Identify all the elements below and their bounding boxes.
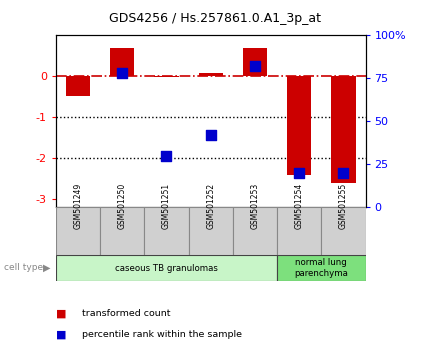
- Text: GSM501250: GSM501250: [118, 182, 127, 229]
- Point: [119, 70, 126, 76]
- Bar: [287, 76, 311, 175]
- FancyBboxPatch shape: [233, 207, 277, 255]
- FancyBboxPatch shape: [144, 207, 189, 255]
- Text: normal lung
parenchyma: normal lung parenchyma: [294, 258, 348, 278]
- FancyBboxPatch shape: [321, 207, 366, 255]
- Text: cell type: cell type: [4, 263, 43, 273]
- FancyBboxPatch shape: [100, 207, 144, 255]
- Text: ■: ■: [56, 330, 66, 339]
- Bar: [199, 73, 223, 76]
- Text: GSM501251: GSM501251: [162, 182, 171, 229]
- Text: GSM501249: GSM501249: [74, 182, 83, 229]
- Text: GSM501254: GSM501254: [295, 182, 304, 229]
- Point: [340, 170, 347, 176]
- Text: transformed count: transformed count: [82, 309, 170, 318]
- Text: GSM501252: GSM501252: [206, 182, 215, 229]
- Bar: [243, 48, 267, 76]
- Text: caseous TB granulomas: caseous TB granulomas: [115, 264, 218, 273]
- Point: [296, 170, 303, 176]
- Point: [207, 132, 214, 138]
- Text: ▶: ▶: [43, 263, 50, 273]
- Text: ■: ■: [56, 308, 66, 318]
- Point: [252, 63, 258, 69]
- Bar: [66, 76, 90, 96]
- Text: GDS4256 / Hs.257861.0.A1_3p_at: GDS4256 / Hs.257861.0.A1_3p_at: [109, 12, 321, 25]
- Text: percentile rank within the sample: percentile rank within the sample: [82, 330, 242, 339]
- FancyBboxPatch shape: [277, 207, 321, 255]
- Text: GSM501253: GSM501253: [250, 182, 259, 229]
- Point: [163, 153, 170, 159]
- FancyBboxPatch shape: [277, 255, 366, 281]
- FancyBboxPatch shape: [56, 255, 277, 281]
- Bar: [154, 76, 178, 77]
- Text: GSM501255: GSM501255: [339, 182, 348, 229]
- FancyBboxPatch shape: [189, 207, 233, 255]
- Bar: [331, 76, 356, 183]
- Bar: [110, 48, 135, 76]
- FancyBboxPatch shape: [56, 207, 100, 255]
